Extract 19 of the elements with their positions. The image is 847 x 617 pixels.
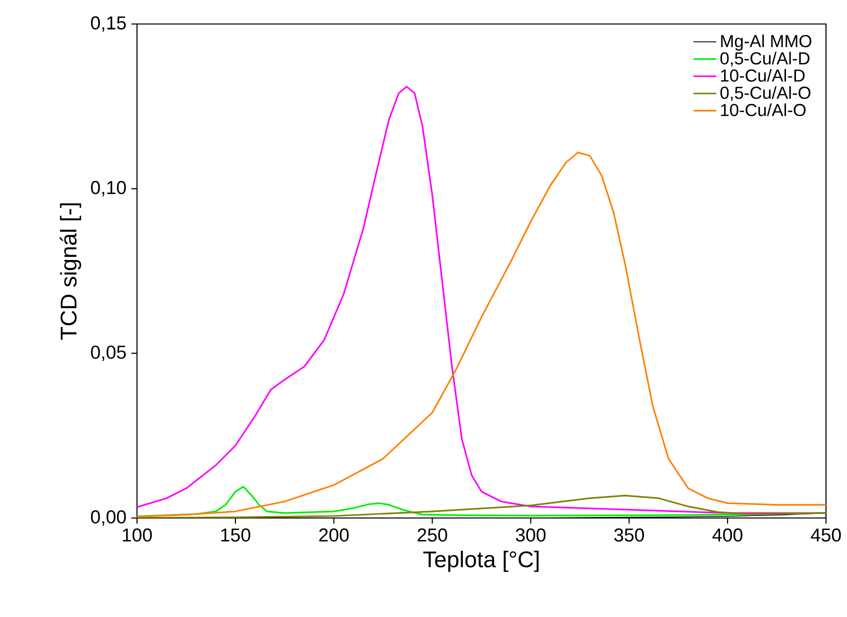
x-tick-label: 200	[319, 528, 349, 542]
y-axis-title: TCD signál [-]	[60, 203, 82, 340]
x-tick-label: 250	[418, 528, 448, 542]
legend-label: 0,5-Cu/Al-D	[720, 52, 810, 67]
legend-label: Mg-Al MMO	[721, 34, 812, 51]
legend-label: 10-Cu/Al-O	[721, 103, 806, 116]
x-tick-label: 100	[122, 528, 152, 542]
x-tick-label: 350	[614, 528, 644, 542]
x-axis-title: Teplota [°C]	[423, 550, 539, 572]
x-tick-label: 150	[221, 528, 250, 542]
y-tick-label: 0,10	[91, 180, 126, 196]
x-tick-label: 400	[712, 528, 742, 542]
x-tick-label: 450	[810, 528, 841, 542]
y-tick-label: 0,15	[91, 16, 126, 32]
y-tick-label: 0,05	[91, 346, 126, 362]
legend-label: 0,5-Cu/Al-O	[720, 86, 810, 101]
y-tick-label: 0,00	[91, 510, 126, 526]
legend-label: 10-Cu/Al-D	[721, 68, 805, 82]
x-tick-label: 300	[516, 528, 546, 542]
